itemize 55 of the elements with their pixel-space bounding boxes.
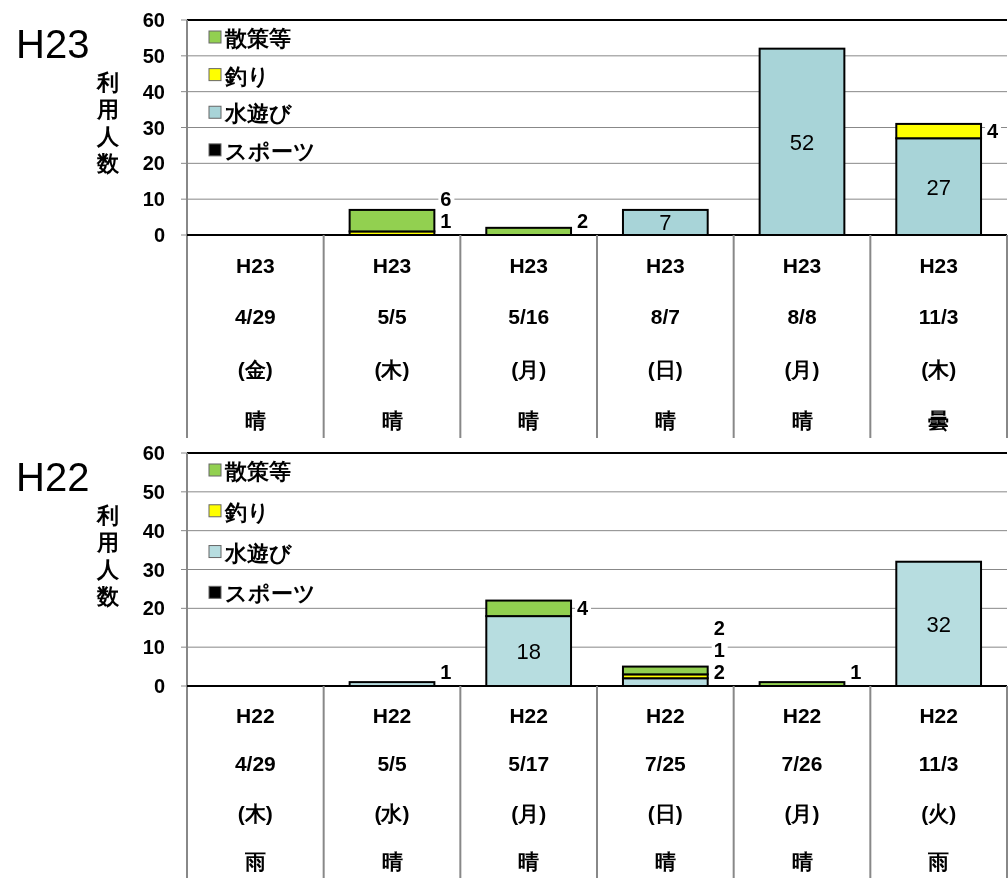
data-label: 1 (440, 661, 452, 683)
y-tick-label: 30 (142, 558, 165, 581)
bar (621, 665, 709, 676)
data-label: 4 (987, 120, 1000, 143)
category-label: H23 8/7 (日) 晴 (646, 254, 685, 432)
category-label: H22 7/26 (月) 晴 (781, 703, 823, 873)
y-tick-label: 20 (142, 597, 165, 620)
data-label: 18 (516, 639, 541, 665)
legend-label: 水遊び (224, 540, 292, 566)
y-axis-title: 利用人数 (96, 503, 120, 609)
y-tick-label: 40 (142, 80, 165, 103)
y-axis-title: 利用人数 (96, 70, 120, 176)
category-label: H22 11/3 (火) 雨 (918, 703, 959, 873)
y-tick-label: 0 (153, 224, 165, 246)
data-label: 2 (577, 210, 589, 232)
y-tick-label: 50 (142, 44, 165, 67)
bar (348, 208, 436, 233)
category-label: H23 11/3 (木) 曇 (918, 254, 959, 432)
legend-label: スポーツ (225, 581, 316, 607)
y-tick-label: 60 (142, 9, 165, 31)
category-label: H22 5/5 (水) 晴 (372, 703, 412, 873)
chart-title: H23 (16, 22, 90, 66)
data-label: 32 (926, 611, 951, 637)
legend-label: 散策等 (224, 26, 291, 51)
category-label: H23 5/16 (月) 晴 (508, 254, 550, 432)
y-tick-label: 20 (142, 152, 165, 175)
y-tick-label: 30 (142, 116, 165, 139)
y-tick-label: 40 (142, 519, 165, 542)
data-label: 1 (440, 210, 452, 232)
y-tick-label: 50 (142, 480, 165, 503)
data-label: 27 (926, 174, 951, 200)
y-tick-label: 10 (142, 636, 165, 659)
category-label: H22 7/25 (日) 晴 (644, 703, 686, 873)
data-label: 2 (713, 661, 725, 683)
data-label: 2 (713, 617, 725, 639)
category-label: H23 4/29 (金) 晴 (234, 254, 276, 432)
legend-label: 釣り (224, 499, 270, 525)
data-label: 7 (659, 210, 672, 236)
y-tick-label: 60 (142, 442, 165, 464)
legend-label: 水遊び (224, 101, 292, 127)
legend-label: スポーツ (225, 138, 316, 164)
data-label: 6 (440, 188, 452, 210)
data-label: 4 (577, 597, 590, 620)
y-tick-label: 10 (142, 188, 165, 211)
legend-label: 釣り (224, 63, 270, 89)
category-label: H22 4/29 (木) 雨 (234, 703, 276, 873)
category-label: H22 5/17 (月) 晴 (508, 703, 550, 873)
category-label: H23 5/5 (木) 晴 (372, 254, 412, 432)
legend-label: 散策等 (224, 459, 291, 484)
data-label: 1 (713, 639, 725, 661)
category-label: H23 8/8 (月) 晴 (782, 254, 822, 432)
y-tick-label: 0 (153, 675, 165, 697)
data-label: 1 (850, 661, 862, 683)
data-label: 52 (789, 129, 815, 155)
chart-title: H22 (16, 455, 90, 499)
